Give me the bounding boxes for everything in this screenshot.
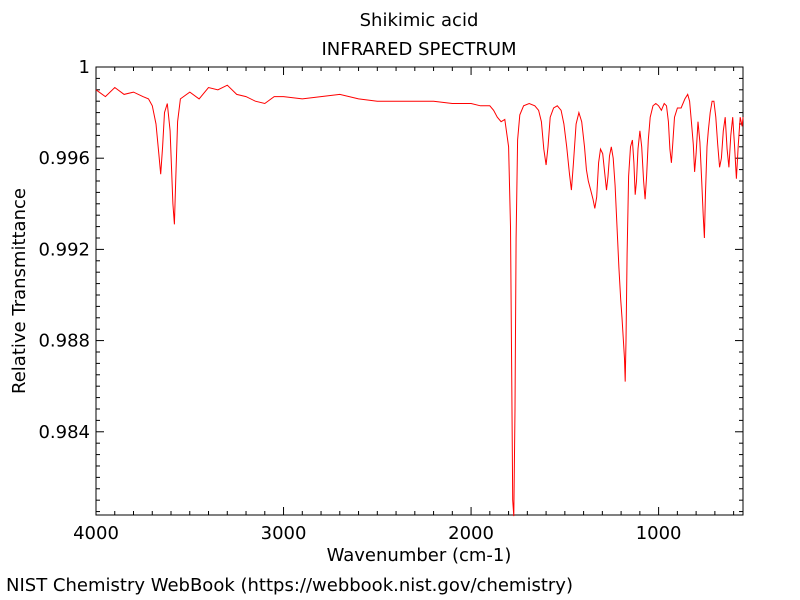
x-axis: 4000 3000 2000 1000 <box>73 67 735 544</box>
chart-subtitle: INFRARED SPECTRUM <box>321 39 517 60</box>
x-tick-label: 3000 <box>261 523 307 544</box>
y-tick-label: 0.984 <box>38 422 90 443</box>
x-axis-label: Wavenumber (cm-1) <box>327 545 512 566</box>
y-tick-label: 0.992 <box>38 239 90 260</box>
y-tick-label: 0.996 <box>38 148 90 169</box>
source-credit: NIST Chemistry WebBook (https://webbook.… <box>6 575 573 596</box>
y-tick-label: 1 <box>79 57 90 78</box>
spectrum-line <box>95 84 744 517</box>
x-tick-label: 4000 <box>73 523 119 544</box>
x-tick-label: 2000 <box>448 523 494 544</box>
plot-frame <box>95 66 744 516</box>
y-axis-label: Relative Transmittance <box>9 188 30 394</box>
y-axis: 1 0.996 0.992 0.988 0.984 <box>38 57 743 513</box>
y-tick-label: 0.988 <box>38 331 90 352</box>
x-tick-label: 1000 <box>636 523 682 544</box>
chart-title: Shikimic acid <box>359 10 479 31</box>
